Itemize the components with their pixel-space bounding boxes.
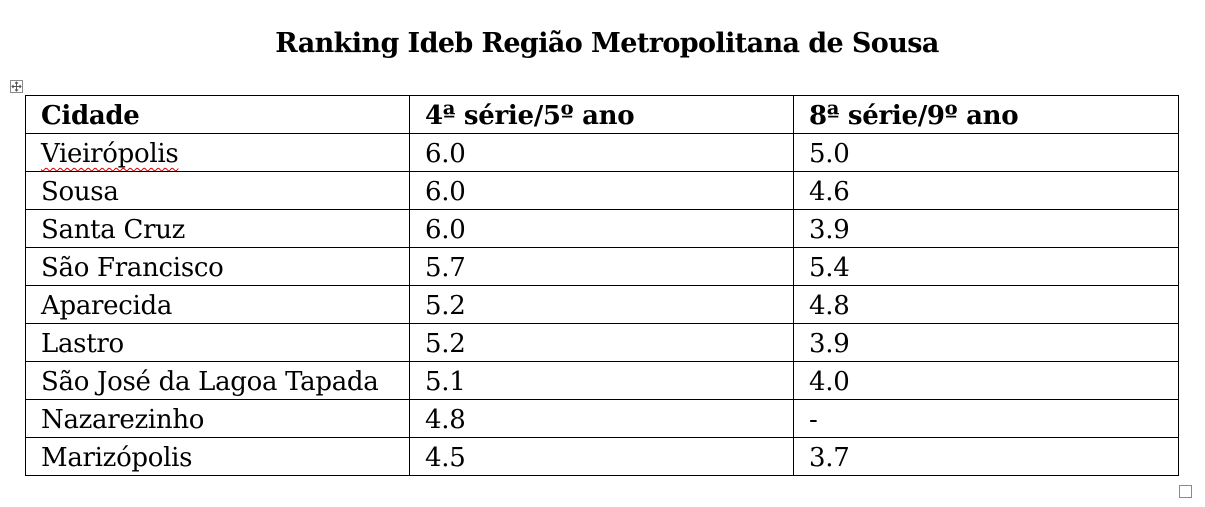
cell-ideb-5o-ano[interactable]: 5.2 xyxy=(409,285,794,324)
cell-ideb-9o-ano[interactable]: 5.0 xyxy=(793,133,1179,172)
header-4a-serie-5o-ano[interactable]: 4ª série/5º ano xyxy=(409,95,794,134)
table-move-handle-icon[interactable] xyxy=(10,80,23,93)
cell-ideb-5o-ano[interactable]: 4.8 xyxy=(409,399,794,438)
header-8a-serie-9o-ano[interactable]: 8ª série/9º ano xyxy=(793,95,1179,134)
cell-ideb-5o-ano[interactable]: 6.0 xyxy=(409,133,794,172)
cell-cidade[interactable]: São Francisco xyxy=(25,247,410,286)
cell-ideb-9o-ano[interactable]: 4.0 xyxy=(793,361,1179,400)
cell-ideb-5o-ano[interactable]: 5.1 xyxy=(409,361,794,400)
table-row: São Francisco 5.7 5.4 xyxy=(25,247,1179,286)
cell-ideb-9o-ano[interactable]: 3.7 xyxy=(793,437,1179,476)
table-resize-handle-icon[interactable] xyxy=(1179,485,1192,498)
cell-ideb-9o-ano[interactable]: - xyxy=(793,399,1179,438)
table-row: Aparecida 5.2 4.8 xyxy=(25,285,1179,324)
misspelled-word[interactable]: Vieirópolis xyxy=(41,139,179,169)
cell-cidade[interactable]: Lastro xyxy=(25,323,410,362)
document-title: Ranking Ideb Região Metropolitana de Sou… xyxy=(275,28,939,59)
table-row: Lastro 5.2 3.9 xyxy=(25,323,1179,362)
cell-ideb-5o-ano[interactable]: 4.5 xyxy=(409,437,794,476)
ranking-table: Cidade 4ª série/5º ano 8ª série/9º ano V… xyxy=(25,95,1179,476)
table-header-row: Cidade 4ª série/5º ano 8ª série/9º ano xyxy=(25,95,1179,134)
cell-cidade[interactable]: Nazarezinho xyxy=(25,399,410,438)
cell-ideb-5o-ano[interactable]: 5.7 xyxy=(409,247,794,286)
header-cidade[interactable]: Cidade xyxy=(25,95,410,134)
table-row: Santa Cruz 6.0 3.9 xyxy=(25,209,1179,248)
cell-cidade[interactable]: Aparecida xyxy=(25,285,410,324)
table-row: São José da Lagoa Tapada 5.1 4.0 xyxy=(25,361,1179,400)
cell-ideb-5o-ano[interactable]: 5.2 xyxy=(409,323,794,362)
cell-ideb-9o-ano[interactable]: 3.9 xyxy=(793,209,1179,248)
cell-cidade[interactable]: São José da Lagoa Tapada xyxy=(25,361,410,400)
cell-cidade[interactable]: Sousa xyxy=(25,171,410,210)
cell-ideb-9o-ano[interactable]: 4.6 xyxy=(793,171,1179,210)
cell-ideb-5o-ano[interactable]: 6.0 xyxy=(409,171,794,210)
cell-ideb-9o-ano[interactable]: 3.9 xyxy=(793,323,1179,362)
table-row: Nazarezinho 4.8 - xyxy=(25,399,1179,438)
table-row: Marizópolis 4.5 3.7 xyxy=(25,437,1179,476)
table-row: Vieirópolis 6.0 5.0 xyxy=(25,133,1179,172)
cell-cidade[interactable]: Marizópolis xyxy=(25,437,410,476)
cell-ideb-9o-ano[interactable]: 4.8 xyxy=(793,285,1179,324)
cell-cidade[interactable]: Vieirópolis xyxy=(25,133,410,172)
cell-cidade[interactable]: Santa Cruz xyxy=(25,209,410,248)
table-row: Sousa 6.0 4.6 xyxy=(25,171,1179,210)
cell-ideb-9o-ano[interactable]: 5.4 xyxy=(793,247,1179,286)
cell-ideb-5o-ano[interactable]: 6.0 xyxy=(409,209,794,248)
